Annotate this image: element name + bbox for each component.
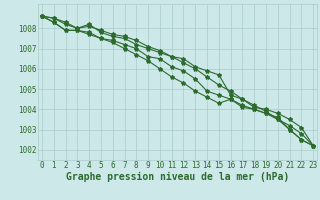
X-axis label: Graphe pression niveau de la mer (hPa): Graphe pression niveau de la mer (hPa) xyxy=(66,172,289,182)
